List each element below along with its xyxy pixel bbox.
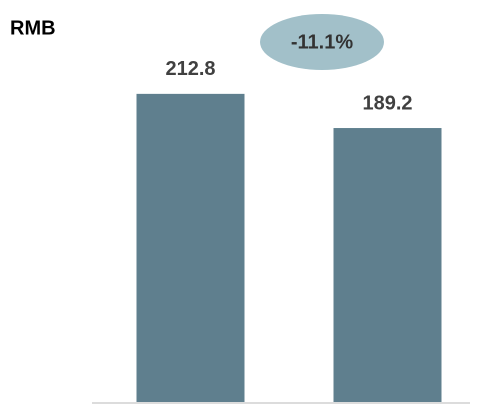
annotation-bubble bbox=[260, 14, 384, 70]
bar bbox=[333, 128, 442, 403]
axis-label: RMB bbox=[10, 17, 56, 39]
bar bbox=[136, 93, 245, 402]
annotation: -11.1% bbox=[291, 31, 353, 53]
data-label: 212.8 bbox=[165, 58, 215, 80]
data-label: 189.2 bbox=[362, 92, 412, 114]
